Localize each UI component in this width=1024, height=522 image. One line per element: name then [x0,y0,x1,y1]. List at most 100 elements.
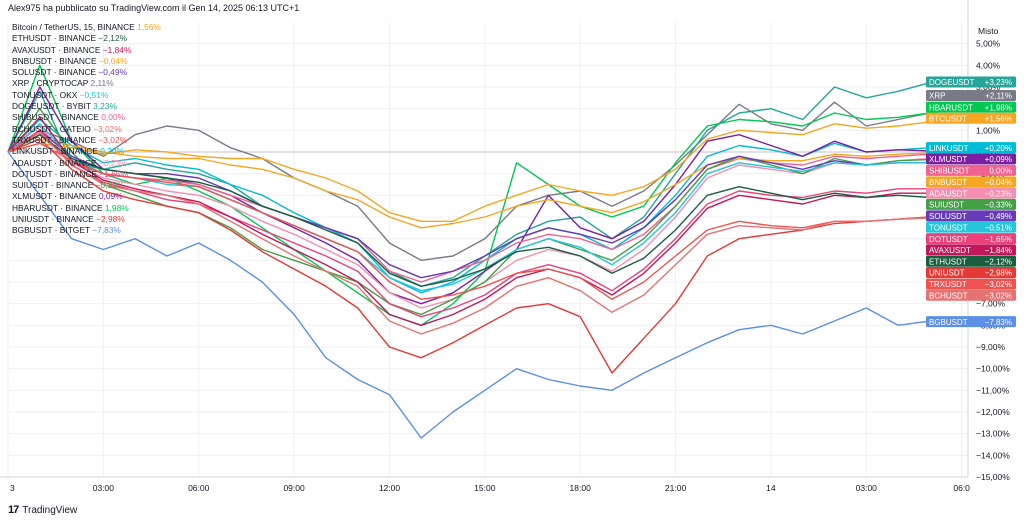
last-value-tag[interactable] [926,198,1016,210]
legend-value: 0,20% [100,146,125,157]
last-value-percent: +2,11% [985,92,1012,101]
series-line-btcusdt [7,117,962,222]
last-value-symbol: SOLUSDT [929,212,967,221]
y-tick-label: −14,00% [976,450,1010,460]
legend-item[interactable]: XRP · CRYPTOCAP 2,11% [12,78,161,89]
x-tick-label: 15:00 [474,483,496,493]
y-tick-label: −12,00% [976,407,1010,417]
last-value-tag[interactable] [926,255,1016,267]
legend-symbol: HBARUSDT · BINANCE [12,202,105,213]
last-value-tag[interactable] [926,164,1016,176]
last-value-tag[interactable] [926,266,1016,278]
last-value-tag[interactable] [926,176,1016,188]
legend-item[interactable]: BGBUSDT · BITGET −7,83% [12,225,161,236]
legend-item[interactable]: UNIUSDT · BINANCE −2,98% [12,214,161,225]
legend-symbol: BGBUSDT · BITGET [12,225,93,236]
y-tick-label: −10,00% [976,364,1010,374]
last-value-tag[interactable] [926,187,1016,199]
last-value-percent: −0,23% [985,189,1012,198]
legend-item[interactable]: BCHUSDT · GATEIO −3,02% [12,124,161,135]
x-tick-label: 3 [10,483,15,493]
legend-value: 2,11% [90,78,114,89]
legend-item[interactable]: DOTUSDT · BINANCE −1,65% [12,169,161,180]
last-value-symbol: BCHUSDT [929,291,968,300]
last-value-tag[interactable] [926,76,1016,88]
tradingview-logo-icon[interactable]: 17 [8,504,19,516]
legend-value: −0,49% [98,67,128,78]
series-line-bgbusdt [7,151,962,439]
x-tick-label: 09:00 [283,483,305,493]
legend-item[interactable]: BNBUSDT · BINANCE −0,04% [12,56,161,67]
legend-symbol: ETHUSDT · BINANCE [12,33,99,44]
last-value-tag[interactable] [926,221,1016,233]
last-value-percent: −3,02% [985,280,1012,289]
series-line-ethusdt [7,134,962,287]
legend-item[interactable]: TONUSDT · OKX −0,51% [12,90,161,101]
last-value-symbol: BGBUSDT [929,318,968,327]
last-value-tag[interactable] [926,289,1016,301]
tradingview-brand[interactable]: TradingView [22,504,78,516]
legend-value: −0,23% [98,157,128,168]
series-line-solusdt [7,129,962,279]
legend-value: −7,83% [92,225,121,236]
last-value-percent: −3,02% [985,291,1012,300]
legend-symbol: BCHUSDT · GATEIO [12,123,94,134]
legend-value: −0,33% [95,180,125,191]
last-value-percent: −2,98% [985,269,1012,278]
series-line-bchusdt [7,131,962,335]
legend-value: −3,02% [98,134,128,145]
series-line-trxusdt [7,142,962,300]
last-value-percent: −0,49% [985,212,1012,221]
last-value-tag[interactable] [926,142,1016,154]
last-value-tag[interactable] [926,153,1016,165]
last-value-tag[interactable] [926,210,1016,222]
y-tick-label: 5,00% [976,39,1001,49]
legend-item[interactable]: SOLUSDT · BINANCE −0,49% [12,67,161,78]
x-tick-label: 06:0 [953,483,970,493]
last-value-tag[interactable] [926,233,1016,245]
legend-symbol: DOGEUSDT · BYBIT [12,101,94,112]
legend-item[interactable]: LINKUSDT · BINANCE 0,20% [12,146,161,157]
last-value-tag[interactable] [926,112,1016,124]
last-value-symbol: AVAXUSDT [929,246,971,255]
last-value-tag[interactable] [926,101,1016,113]
legend-item[interactable]: ADAUSDT · BINANCE −0,23% [12,158,161,169]
last-value-percent: −0,33% [985,201,1012,210]
last-value-percent: −1,65% [985,235,1012,244]
last-value-percent: −0,04% [985,178,1012,187]
legend-item[interactable]: XLMUSDT · BINANCE 0,09% [12,191,161,202]
last-value-tag[interactable] [926,244,1016,256]
y-tick-label: −13,00% [976,429,1010,439]
scale-mode-label[interactable]: Misto [978,26,999,36]
legend-item[interactable]: ETHUSDT · BINANCE −2,12% [12,33,161,44]
legend-item[interactable]: AVAXUSDT · BINANCE −1,84% [12,45,161,56]
legend-value: −0,04% [98,55,128,66]
last-value-tag[interactable] [926,89,1016,101]
last-value-percent: +0,20% [985,144,1012,153]
legend-item[interactable]: SHIBUSDT · BINANCE 0,00% [12,112,161,123]
x-tick-label: 06:00 [188,483,210,493]
last-value-tag[interactable] [926,278,1016,290]
legend-value: −2,98% [96,214,125,225]
legend-symbol: BNBUSDT · BINANCE [12,55,99,66]
publish-header: Alex975 ha pubblicato su TradingView.com… [8,3,300,13]
last-value-tag[interactable] [926,316,1016,328]
x-tick-label: 03:00 [93,483,115,493]
legend-item[interactable]: Bitcoin / TetherUS, 15, BINANCE 1,56% [12,22,161,33]
series-line-bnbusdt [7,138,962,229]
legend-value: −1,84% [102,44,132,55]
last-value-percent: −2,12% [985,257,1012,266]
legend-item[interactable]: SUIUSDT · BINANCE −0,33% [12,180,161,191]
last-value-symbol: DOTUSDT [929,235,968,244]
legend-item[interactable]: HBARUSDT · BINANCE 1,98% [12,203,161,214]
x-tick-label: 03:00 [856,483,878,493]
last-value-symbol: BTCUSDT [929,114,967,123]
legend-symbol: XRP · CRYPTOCAP [12,78,91,89]
legend-item[interactable]: DOGEUSDT · BYBIT 3,23% [12,101,161,112]
last-value-percent: −7,83% [985,318,1012,327]
legend-item[interactable]: TRXUSDT · BINANCE −3,02% [12,135,161,146]
last-value-symbol: XLMUSDT [929,155,967,164]
last-value-symbol: TONUSDT [929,223,968,232]
legend-value: −3,02% [93,123,122,134]
